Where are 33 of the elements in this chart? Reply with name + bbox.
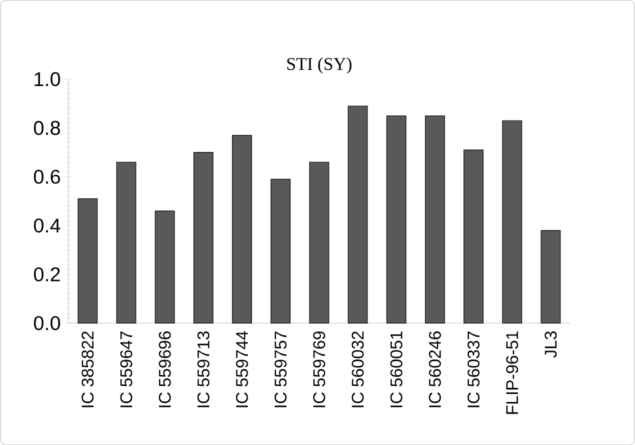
x-tick-label: IC 559713 <box>197 331 210 408</box>
x-tick-label: IC 385822 <box>82 331 94 408</box>
bar <box>78 198 98 324</box>
chart-title: STI (SY) <box>287 57 352 74</box>
bar <box>154 210 175 324</box>
x-tick-label: IC 559647 <box>120 331 132 408</box>
y-tick-label: 0.6 <box>34 170 60 184</box>
x-tick-label: FLIP-96-51 <box>506 331 518 414</box>
bar <box>348 106 368 324</box>
y-tick-label: 0.8 <box>34 120 60 135</box>
x-tick-label: IC 560337 <box>468 331 480 408</box>
bar <box>502 120 522 324</box>
x-tick-label: IC 560051 <box>390 331 402 408</box>
y-tick-label: 0.0 <box>34 316 60 330</box>
bar <box>309 162 330 324</box>
x-tick-label: IC 559744 <box>236 331 248 408</box>
bar <box>193 152 214 324</box>
bar <box>232 134 252 324</box>
y-tick-label: 0.2 <box>34 267 60 282</box>
bar <box>116 162 136 324</box>
x-tick-label: IC 559769 <box>313 331 326 408</box>
x-tick-label: IC 560032 <box>352 331 364 408</box>
bar <box>464 149 484 324</box>
x-tick-label: IC 559757 <box>274 331 287 408</box>
y-tick-label: 1.0 <box>34 72 60 86</box>
x-tick-label: IC 560246 <box>428 331 441 408</box>
y-tick-label: 0.4 <box>34 218 60 232</box>
x-tick-label: IC 559696 <box>158 331 171 408</box>
bar <box>386 115 406 324</box>
bar <box>540 230 561 324</box>
x-tick-label: JL3 <box>544 331 557 358</box>
bar <box>270 178 291 324</box>
bar <box>424 115 445 324</box>
